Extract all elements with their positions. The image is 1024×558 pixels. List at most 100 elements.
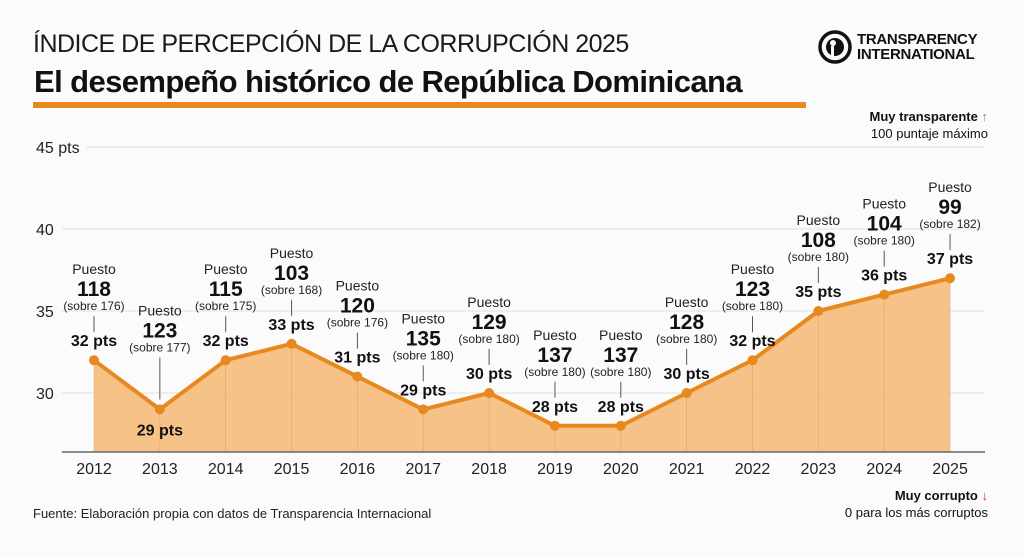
rank-prefix-label: Puesto <box>401 310 445 326</box>
out-of-label: (sobre 168) <box>261 283 322 297</box>
x-tick-label: 2020 <box>603 461 639 478</box>
value-label: 33 pts <box>268 317 314 334</box>
data-point <box>747 355 758 366</box>
out-of-label: (sobre 180) <box>393 348 454 362</box>
top-note-title: Muy transparente <box>869 109 978 124</box>
y-tick-label: 35 <box>36 304 54 321</box>
data-point <box>615 420 626 431</box>
rank-prefix-label: Puesto <box>270 245 314 261</box>
rank-label: 128 <box>669 311 704 334</box>
data-point <box>549 420 560 431</box>
rank-prefix-label: Puesto <box>797 212 841 228</box>
logo-line-1: TRANSPARENCY <box>857 31 978 48</box>
x-tick-label: 2014 <box>208 461 244 478</box>
y-tick-label: 45 pts <box>36 140 80 157</box>
rank-prefix-label: Puesto <box>731 261 775 277</box>
rank-prefix-label: Puesto <box>599 327 643 343</box>
value-label: 29 pts <box>400 382 446 399</box>
title-underline <box>33 102 806 108</box>
out-of-label: (sobre 180) <box>854 234 915 248</box>
x-tick-label: 2017 <box>405 461 441 478</box>
out-of-label: (sobre 180) <box>788 250 849 264</box>
chart-title: El desempeño histórico de República Domi… <box>34 64 743 99</box>
rank-label: 137 <box>603 344 638 367</box>
x-tick-label: 2025 <box>932 461 968 478</box>
y-tick-label: 40 <box>36 222 54 239</box>
data-point <box>945 273 956 284</box>
rank-label: 108 <box>801 229 836 252</box>
value-label: 30 pts <box>466 366 512 383</box>
rank-label: 123 <box>142 319 177 342</box>
out-of-label: (sobre 175) <box>195 299 256 313</box>
y-tick-label: 30 <box>36 386 54 403</box>
x-tick-label: 2019 <box>537 461 573 478</box>
series-line <box>92 276 951 428</box>
out-of-label: (sobre 180) <box>590 365 651 379</box>
rank-label: 137 <box>537 344 572 367</box>
out-of-label: (sobre 180) <box>656 332 717 346</box>
data-point <box>220 355 231 366</box>
value-label: 29 pts <box>137 422 183 439</box>
rank-label: 135 <box>406 327 441 350</box>
value-label: 36 pts <box>861 268 907 285</box>
x-tick-label: 2018 <box>471 461 507 478</box>
rank-prefix-label: Puesto <box>72 261 116 277</box>
data-point <box>286 338 297 349</box>
out-of-label: (sobre 176) <box>63 299 124 313</box>
out-of-label: (sobre 180) <box>524 365 585 379</box>
rank-prefix-label: Puesto <box>862 196 906 212</box>
bottom-note: Muy corrupto ↓ 0 para los más corruptos <box>845 487 988 521</box>
rank-label: 123 <box>735 278 770 301</box>
up-arrow-icon: ↑ <box>981 109 989 124</box>
data-point <box>484 388 495 398</box>
rank-prefix-label: Puesto <box>336 278 380 294</box>
value-label: 37 pts <box>927 251 973 268</box>
out-of-label: (sobre 176) <box>327 316 388 330</box>
rank-prefix-label: Puesto <box>665 294 709 310</box>
out-of-label: (sobre 180) <box>458 332 519 346</box>
rank-label: 129 <box>472 311 507 334</box>
data-point <box>813 306 824 316</box>
rank-prefix-label: Puesto <box>928 179 972 195</box>
value-label: 30 pts <box>664 366 710 383</box>
x-tick-label: 2022 <box>735 461 771 478</box>
source-note: Fuente: Elaboración propia con datos de … <box>33 506 432 521</box>
x-tick-label: 2021 <box>669 461 705 478</box>
value-label: 32 pts <box>729 333 775 350</box>
down-arrow-icon: ↓ <box>981 488 989 503</box>
rank-label: 120 <box>340 295 375 318</box>
bottom-note-title: Muy corrupto <box>894 488 978 503</box>
rank-label: 104 <box>867 213 902 236</box>
x-tick-label: 2013 <box>142 461 178 478</box>
transparency-international-logo: TRANSPARENCY INTERNATIONAL <box>818 30 978 64</box>
x-tick-label: 2024 <box>866 461 902 478</box>
rank-label: 99 <box>938 196 961 219</box>
value-label: 28 pts <box>532 399 578 416</box>
top-note: Muy transparente ↑ 100 puntaje máximo <box>870 108 989 142</box>
rank-prefix-label: Puesto <box>467 294 511 310</box>
rank-label: 115 <box>209 278 243 301</box>
rank-prefix-label: Puesto <box>204 261 248 277</box>
top-note-sub: 100 puntaje máximo <box>870 126 988 141</box>
rank-label: 103 <box>274 262 309 285</box>
logo-line-2: INTERNATIONAL <box>857 46 975 63</box>
out-of-label: (sobre 180) <box>722 299 783 313</box>
data-point <box>89 355 99 366</box>
x-tick-label: 2012 <box>76 461 112 478</box>
rank-prefix-label: Puesto <box>138 302 182 318</box>
out-of-label: (sobre 177) <box>129 340 190 354</box>
ti-emblem-icon <box>818 30 852 64</box>
area-fill <box>94 278 951 452</box>
value-label: 32 pts <box>71 333 117 350</box>
data-point <box>681 388 692 398</box>
out-of-label: (sobre 182) <box>919 217 980 231</box>
rank-prefix-label: Puesto <box>533 327 577 343</box>
data-point <box>879 289 890 300</box>
value-label: 35 pts <box>795 284 841 301</box>
rank-label: 118 <box>77 278 111 301</box>
data-point <box>418 404 429 415</box>
value-label: 32 pts <box>203 333 249 350</box>
data-point <box>352 371 363 382</box>
x-tick-label: 2015 <box>274 461 310 478</box>
